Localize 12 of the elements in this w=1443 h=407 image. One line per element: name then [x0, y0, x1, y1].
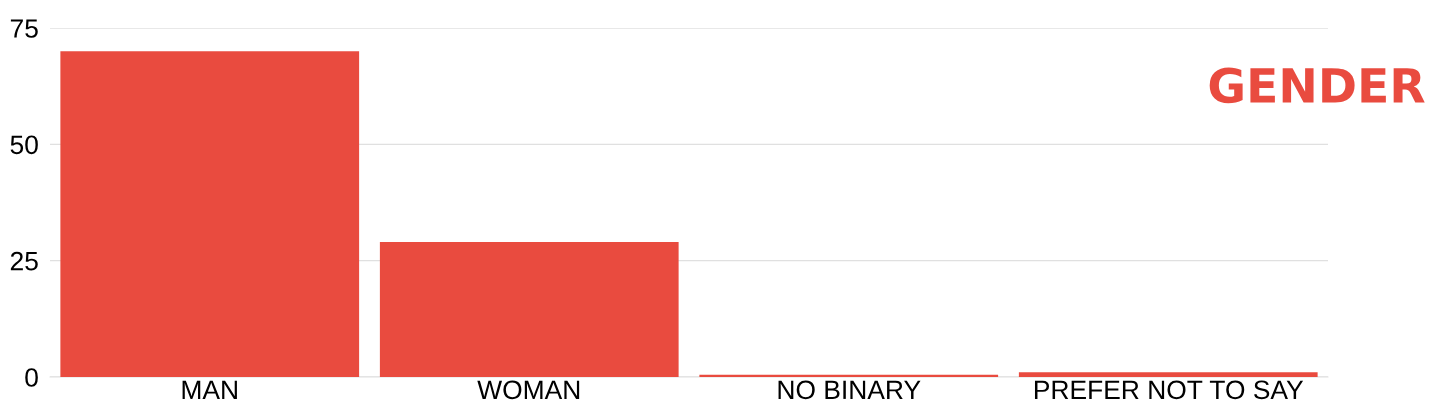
bar: [60, 51, 360, 377]
y-tick-label: 50: [10, 135, 38, 155]
text: GENDER: [1209, 67, 1425, 104]
x-tick-label: NO BINARY: [778, 380, 921, 400]
x-tick-label: WOMAN: [477, 380, 580, 400]
x-tick-label: PREFER NOT TO SAY: [1034, 380, 1304, 400]
y-tick-label: 0: [25, 368, 38, 387]
x-tick-label: MAN: [182, 380, 237, 399]
y-tick-label: 25: [10, 251, 38, 271]
bar: [1018, 372, 1318, 377]
y-tick-label: 75: [10, 19, 38, 38]
bar: [379, 242, 679, 377]
